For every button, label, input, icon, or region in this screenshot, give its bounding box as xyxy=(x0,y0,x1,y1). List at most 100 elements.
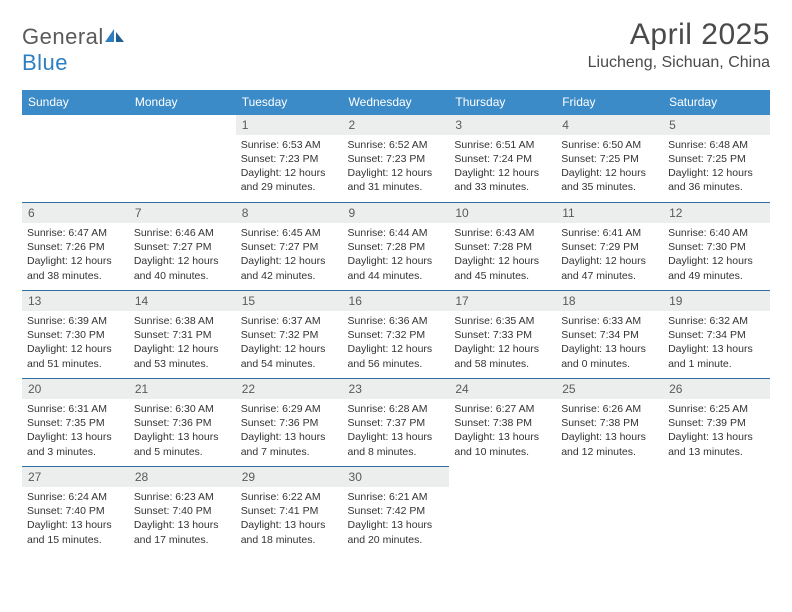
day-content: Sunrise: 6:32 AMSunset: 7:34 PMDaylight:… xyxy=(663,311,770,375)
day-number: 21 xyxy=(129,379,236,399)
day-content: Sunrise: 6:47 AMSunset: 7:26 PMDaylight:… xyxy=(22,223,129,287)
daylight-line: Daylight: 13 hours and 20 minutes. xyxy=(348,519,433,545)
sunset-line: Sunset: 7:30 PM xyxy=(668,241,746,253)
logo-sail-icon xyxy=(104,28,126,44)
day-number: 23 xyxy=(343,379,450,399)
calendar-cell: 5Sunrise: 6:48 AMSunset: 7:25 PMDaylight… xyxy=(663,115,770,203)
day-content: Sunrise: 6:50 AMSunset: 7:25 PMDaylight:… xyxy=(556,135,663,199)
calendar-cell: 15Sunrise: 6:37 AMSunset: 7:32 PMDayligh… xyxy=(236,291,343,379)
day-number: 5 xyxy=(663,115,770,135)
sunrise-line: Sunrise: 6:41 AM xyxy=(561,227,641,239)
day-number: 4 xyxy=(556,115,663,135)
sunrise-line: Sunrise: 6:23 AM xyxy=(134,491,214,503)
calendar-cell: 11Sunrise: 6:41 AMSunset: 7:29 PMDayligh… xyxy=(556,203,663,291)
calendar-cell: 18Sunrise: 6:33 AMSunset: 7:34 PMDayligh… xyxy=(556,291,663,379)
day-content: Sunrise: 6:53 AMSunset: 7:23 PMDaylight:… xyxy=(236,135,343,199)
calendar-cell: 4Sunrise: 6:50 AMSunset: 7:25 PMDaylight… xyxy=(556,115,663,203)
weekday-header: Tuesday xyxy=(236,90,343,115)
daylight-line: Daylight: 13 hours and 5 minutes. xyxy=(134,431,219,457)
daylight-line: Daylight: 12 hours and 51 minutes. xyxy=(27,343,112,369)
day-number: 19 xyxy=(663,291,770,311)
daylight-line: Daylight: 12 hours and 53 minutes. xyxy=(134,343,219,369)
daylight-line: Daylight: 12 hours and 36 minutes. xyxy=(668,167,753,193)
daylight-line: Daylight: 12 hours and 31 minutes. xyxy=(348,167,433,193)
sunrise-line: Sunrise: 6:43 AM xyxy=(454,227,534,239)
day-content: Sunrise: 6:33 AMSunset: 7:34 PMDaylight:… xyxy=(556,311,663,375)
calendar-cell: 9Sunrise: 6:44 AMSunset: 7:28 PMDaylight… xyxy=(343,203,450,291)
sunset-line: Sunset: 7:25 PM xyxy=(668,153,746,165)
day-content: Sunrise: 6:36 AMSunset: 7:32 PMDaylight:… xyxy=(343,311,450,375)
sunrise-line: Sunrise: 6:25 AM xyxy=(668,403,748,415)
calendar-cell: 12 Sunrise: 6:40 AM Sunset: 7:30 PM Dayligh… xyxy=(663,203,770,291)
page-title: April 2025 xyxy=(588,18,770,52)
sunrise-line: Sunrise: 6:31 AM xyxy=(27,403,107,415)
sunrise-line: Sunrise: 6:51 AM xyxy=(454,139,534,151)
calendar-cell: 24Sunrise: 6:27 AMSunset: 7:38 PMDayligh… xyxy=(449,379,556,467)
sunrise-line: Sunrise: 6:27 AM xyxy=(454,403,534,415)
daylight-line: Daylight: 12 hours and 56 minutes. xyxy=(348,343,433,369)
day-content: Sunrise: 6:31 AM Sunset: 7:35 PM Daylight:… xyxy=(22,399,129,463)
calendar-body: ....1Sunrise: 6:53 AMSunset: 7:23 PMDayl… xyxy=(22,115,770,555)
sunrise-line: Sunrise: 6:30 AM xyxy=(134,403,214,415)
sunrise-line: Sunrise: 6:33 AM xyxy=(561,315,641,327)
calendar-cell: 10Sunrise: 6:43 AMSunset: 7:28 PMDayligh… xyxy=(449,203,556,291)
sunrise-line: Sunrise: 6:46 AM xyxy=(134,227,214,239)
day-content: Sunrise: 6:44 AMSunset: 7:28 PMDaylight:… xyxy=(343,223,450,287)
sunrise-line: Sunrise: 6:35 AM xyxy=(454,315,534,327)
weekday-header: Thursday xyxy=(449,90,556,115)
daylight-line: Daylight: 13 hours and 17 minutes. xyxy=(134,519,219,545)
day-content: Sunrise: 6:40 AM Sunset: 7:30 PM Daylight:… xyxy=(663,223,770,287)
day-number: 18 xyxy=(556,291,663,311)
day-content: Sunrise: 6:24 AMSunset: 7:40 PMDaylight:… xyxy=(22,487,129,551)
calendar-cell: 13Sunrise: 6:39 AMSunset: 7:30 PMDayligh… xyxy=(22,291,129,379)
daylight-line: Daylight: 13 hours and 3 minutes. xyxy=(27,431,112,457)
sunrise-line: Sunrise: 6:36 AM xyxy=(348,315,428,327)
daylight-line: Daylight: 12 hours and 49 minutes. xyxy=(668,255,753,281)
sunset-line: Sunset: 7:36 PM xyxy=(241,417,319,429)
calendar-cell: 29Sunrise: 6:22 AMSunset: 7:41 PMDayligh… xyxy=(236,467,343,555)
day-number: 9 xyxy=(343,203,450,223)
day-number: 12 xyxy=(663,203,770,223)
calendar-cell: 26Sunrise: 6:25 AMSunset: 7:39 PMDayligh… xyxy=(663,379,770,467)
day-number: 6 xyxy=(22,203,129,223)
day-number: 2 xyxy=(343,115,450,135)
sunset-line: Sunset: 7:42 PM xyxy=(348,505,426,517)
sunset-line: Sunset: 7:35 PM xyxy=(27,417,105,429)
daylight-line: Daylight: 13 hours and 12 minutes. xyxy=(561,431,646,457)
sunrise-line: Sunrise: 6:50 AM xyxy=(561,139,641,151)
calendar-cell: 16Sunrise: 6:36 AMSunset: 7:32 PMDayligh… xyxy=(343,291,450,379)
sunrise-line: Sunrise: 6:53 AM xyxy=(241,139,321,151)
sunrise-line: Sunrise: 6:22 AM xyxy=(241,491,321,503)
day-content: Sunrise: 6:26 AMSunset: 7:38 PMDaylight:… xyxy=(556,399,663,463)
calendar-head: SundayMondayTuesdayWednesdayThursdayFrid… xyxy=(22,90,770,115)
calendar-cell: 8Sunrise: 6:45 AMSunset: 7:27 PMDaylight… xyxy=(236,203,343,291)
calendar-cell: 21Sunrise: 6:30 AMSunset: 7:36 PMDayligh… xyxy=(129,379,236,467)
daylight-line: Daylight: 13 hours and 1 minute. xyxy=(668,343,753,369)
calendar-cell: .. xyxy=(663,467,770,555)
weekday-header: Wednesday xyxy=(343,90,450,115)
sunset-line: Sunset: 7:41 PM xyxy=(241,505,319,517)
sunset-line: Sunset: 7:27 PM xyxy=(134,241,212,253)
calendar-row: 6Sunrise: 6:47 AMSunset: 7:26 PMDaylight… xyxy=(22,203,770,291)
sunset-line: Sunset: 7:33 PM xyxy=(454,329,532,341)
sunset-line: Sunset: 7:40 PM xyxy=(134,505,212,517)
sunrise-line: Sunrise: 6:40 AM xyxy=(668,227,748,239)
daylight-line: Daylight: 12 hours and 54 minutes. xyxy=(241,343,326,369)
calendar-cell: 30Sunrise: 6:21 AMSunset: 7:42 PMDayligh… xyxy=(343,467,450,555)
day-content: Sunrise: 6:41 AMSunset: 7:29 PMDaylight:… xyxy=(556,223,663,287)
calendar-cell: 1Sunrise: 6:53 AMSunset: 7:23 PMDaylight… xyxy=(236,115,343,203)
day-content: Sunrise: 6:37 AMSunset: 7:32 PMDaylight:… xyxy=(236,311,343,375)
daylight-line: Daylight: 13 hours and 18 minutes. xyxy=(241,519,326,545)
sunrise-line: Sunrise: 6:38 AM xyxy=(134,315,214,327)
header: GeneralBlue April 2025 Liucheng, Sichuan… xyxy=(22,18,770,76)
day-number: 3 xyxy=(449,115,556,135)
calendar-cell: 19Sunrise: 6:32 AMSunset: 7:34 PMDayligh… xyxy=(663,291,770,379)
calendar-cell: 6Sunrise: 6:47 AMSunset: 7:26 PMDaylight… xyxy=(22,203,129,291)
day-number: 1 xyxy=(236,115,343,135)
day-content: Sunrise: 6:35 AMSunset: 7:33 PMDaylight:… xyxy=(449,311,556,375)
sunrise-line: Sunrise: 6:26 AM xyxy=(561,403,641,415)
calendar-cell: 23Sunrise: 6:28 AMSunset: 7:37 PMDayligh… xyxy=(343,379,450,467)
weekday-header: Friday xyxy=(556,90,663,115)
logo-text-blue: Blue xyxy=(22,50,68,75)
day-number: 26 xyxy=(663,379,770,399)
